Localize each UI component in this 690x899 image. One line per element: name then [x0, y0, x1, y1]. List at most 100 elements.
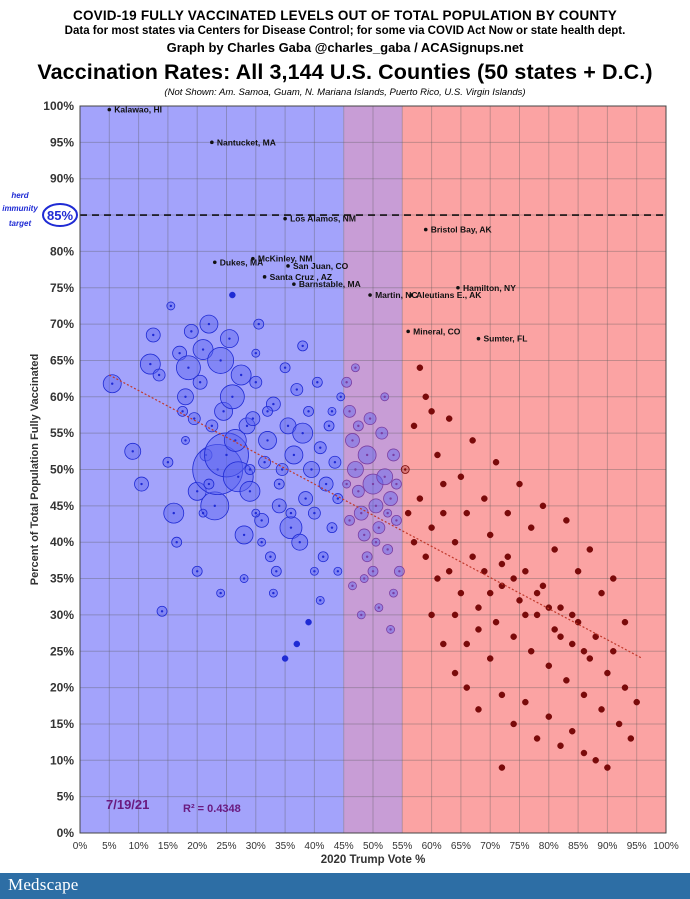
data-point-center	[111, 382, 114, 385]
data-point-center	[345, 482, 348, 486]
data-point	[568, 727, 576, 735]
x-tick-label: 10%	[129, 841, 149, 852]
data-point	[492, 618, 500, 626]
data-point	[440, 509, 447, 517]
labeled-point-marker	[409, 293, 413, 297]
labeled-point-label: Kalawao, HI	[114, 105, 162, 115]
y-tick-label: 55%	[50, 426, 74, 440]
data-point	[416, 495, 424, 502]
x-tick-label: 15%	[158, 841, 178, 852]
data-point	[457, 589, 465, 597]
footer-bar: Medscape	[0, 873, 690, 899]
data-point-center	[248, 468, 252, 471]
data-point-center	[360, 511, 363, 515]
data-point-center	[380, 431, 383, 435]
data-point-center	[339, 395, 342, 398]
labeled-point-marker	[107, 107, 112, 112]
labeled-point-marker	[212, 260, 217, 265]
data-point	[522, 611, 529, 619]
data-point	[440, 480, 447, 488]
data-point	[545, 713, 553, 720]
data-point-center	[357, 490, 360, 493]
data-point	[416, 364, 424, 371]
data-point-center	[157, 373, 161, 377]
data-point-center	[219, 359, 222, 362]
data-point	[574, 568, 582, 575]
data-point-center	[260, 519, 263, 522]
data-point	[504, 553, 512, 560]
herd-immunity-label-2: target	[9, 219, 32, 228]
labeled-point-label: Hamilton, NY	[463, 283, 516, 293]
data-point-center	[289, 511, 293, 515]
data-point	[522, 568, 529, 575]
data-point	[568, 640, 576, 648]
data-point	[545, 604, 553, 611]
data-point-center	[319, 446, 322, 449]
data-point-center	[269, 555, 272, 558]
data-point-center	[324, 482, 328, 486]
data-point	[568, 611, 576, 619]
labeled-point-marker	[423, 227, 428, 232]
x-tick-label: 100%	[653, 841, 679, 852]
data-point-center	[365, 453, 369, 457]
data-point	[510, 720, 517, 728]
x-tick-label: 25%	[216, 841, 236, 852]
y-axis-title: Percent of Total Population Fully Vaccin…	[29, 354, 41, 585]
data-point-center	[254, 381, 257, 384]
region-band-1	[343, 106, 403, 833]
data-point	[516, 597, 523, 604]
data-point	[621, 684, 629, 691]
data-point	[563, 677, 570, 684]
data-point-center	[389, 628, 392, 631]
header-line-2: Data for most states via Centers for Dis…	[64, 25, 626, 37]
labeled-point-marker	[406, 329, 410, 334]
data-point-center	[383, 475, 386, 478]
data-point-center	[216, 468, 219, 471]
data-point	[527, 524, 535, 531]
data-point-center	[363, 533, 366, 537]
data-point-center	[263, 461, 266, 464]
x-tick-label: 65%	[451, 841, 471, 852]
x-tick-label: 90%	[597, 841, 617, 852]
data-point	[539, 502, 547, 510]
data-point-center	[348, 410, 351, 413]
data-point	[557, 604, 564, 611]
data-point	[574, 618, 582, 626]
x-tick-label: 0%	[73, 841, 88, 852]
data-point	[305, 618, 312, 626]
data-point	[580, 648, 588, 655]
data-point-center	[198, 381, 202, 384]
data-point	[434, 575, 441, 582]
data-point-center	[363, 577, 366, 580]
data-point	[410, 538, 418, 546]
data-point-center	[313, 570, 316, 573]
data-point	[481, 495, 488, 502]
data-point-center	[333, 461, 337, 464]
y-tick-label: 0%	[57, 826, 75, 840]
data-point-center	[389, 497, 392, 500]
data-point	[498, 691, 506, 699]
data-point	[475, 706, 482, 713]
data-point	[486, 655, 494, 662]
data-point-center	[207, 482, 211, 486]
data-point	[539, 582, 547, 590]
data-point	[545, 662, 553, 670]
data-point-center	[404, 468, 407, 471]
x-tick-label: 70%	[480, 841, 500, 852]
data-point-center	[225, 453, 228, 457]
data-point-center	[251, 417, 255, 420]
data-point	[598, 706, 605, 713]
data-point-center	[383, 395, 386, 398]
data-point-center	[178, 351, 181, 355]
x-tick-label: 60%	[422, 841, 442, 852]
data-point-center	[201, 348, 205, 351]
data-point-center	[275, 570, 278, 573]
data-point	[557, 742, 564, 750]
labeled-point-marker	[476, 336, 481, 341]
data-point-center	[316, 381, 319, 384]
data-point-center	[360, 613, 363, 617]
header-line-1: COVID-19 FULLY VACCINATED LEVELS OUT OF …	[73, 8, 617, 23]
data-point-center	[374, 541, 378, 544]
data-point	[580, 691, 588, 699]
data-point-center	[272, 402, 275, 406]
